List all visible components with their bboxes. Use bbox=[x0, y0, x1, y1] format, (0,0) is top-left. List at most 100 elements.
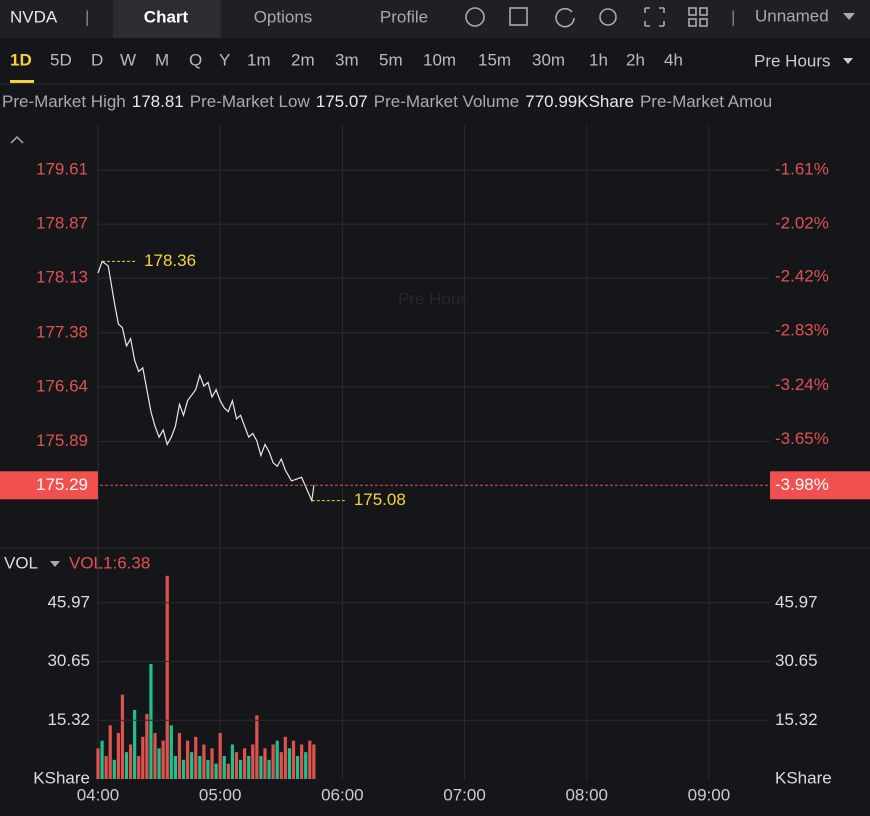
stat-label: Pre-Market Amou bbox=[640, 92, 772, 111]
volume-bar bbox=[308, 740, 312, 779]
timeframe[interactable]: 2m bbox=[291, 50, 315, 69]
volume-bar bbox=[243, 748, 247, 779]
timeframe[interactable]: 1D bbox=[10, 50, 32, 69]
volume-bar bbox=[238, 759, 243, 779]
volume-bar bbox=[259, 756, 263, 779]
volume-bar bbox=[295, 756, 300, 779]
volume-bar bbox=[304, 752, 308, 779]
volume-bar bbox=[218, 733, 222, 779]
y-tick-label: 176.64 bbox=[36, 376, 88, 395]
active-tab-bg bbox=[113, 0, 221, 38]
y-tick-label: 179.61 bbox=[36, 160, 88, 179]
volume-bar bbox=[263, 748, 267, 779]
price-line bbox=[97, 260, 315, 503]
volume-bar bbox=[251, 744, 255, 779]
x-tick-label: 04:00 bbox=[77, 785, 120, 804]
dropdown-arrow[interactable] bbox=[843, 13, 855, 20]
plot: 04:00 05:00 06:00 07:00 08:00 09:00 175.89 176.… bbox=[0, 125, 870, 804]
x-tick-label: 09:00 bbox=[688, 785, 731, 804]
y-tick-label: 45.97 bbox=[47, 592, 90, 611]
y2-tick-label: 30.65 bbox=[775, 651, 818, 670]
stats-line: Pre-Market High 178.81 Pre-Market Low 175.0… bbox=[2, 92, 772, 111]
y2-tick-label: -3.24% bbox=[775, 375, 829, 394]
volume-bar bbox=[194, 736, 198, 779]
icon[interactable] bbox=[509, 7, 528, 26]
volume-bar bbox=[247, 756, 251, 779]
last-change-label: -3.98% bbox=[775, 475, 829, 494]
stat-label: Pre-Market High bbox=[2, 92, 126, 111]
timeframe[interactable]: M bbox=[155, 50, 169, 69]
tab[interactable]: Chart bbox=[144, 7, 189, 26]
volume-bar bbox=[222, 756, 226, 779]
vol-title[interactable]: VOL bbox=[4, 553, 38, 572]
timeframe[interactable]: 4h bbox=[664, 50, 683, 69]
volume-bar bbox=[300, 744, 304, 779]
icon[interactable] bbox=[644, 7, 665, 27]
volume-bar bbox=[100, 740, 104, 779]
symbol[interactable]: NVDA bbox=[10, 7, 58, 26]
x-tick-label: 05:00 bbox=[199, 785, 242, 804]
icon bbox=[699, 18, 708, 27]
volume-bar bbox=[177, 733, 182, 779]
y-tick-label: 175.89 bbox=[36, 431, 88, 450]
timeframe[interactable]: D bbox=[91, 50, 103, 69]
dropdown-arrow[interactable] bbox=[50, 561, 60, 567]
y-tick-label: 178.13 bbox=[36, 268, 88, 287]
volume-bar bbox=[153, 733, 157, 779]
stat-value: 770.99KShare bbox=[525, 92, 634, 111]
volume-bar bbox=[234, 752, 239, 779]
timeframe[interactable]: 3m bbox=[335, 50, 359, 69]
timeframe[interactable]: 5D bbox=[50, 50, 72, 69]
timeframe[interactable]: Q bbox=[189, 50, 202, 69]
volume-bar bbox=[173, 756, 177, 779]
tab[interactable]: Profile bbox=[380, 7, 428, 26]
dropdown-arrow[interactable] bbox=[843, 58, 853, 64]
volume-bar bbox=[181, 759, 186, 779]
volume-bar bbox=[287, 748, 292, 779]
collapse-icon[interactable] bbox=[10, 135, 24, 144]
icon[interactable] bbox=[599, 8, 617, 26]
stats-text: Pre-Market High 178.81 Pre-Market Low 175.0… bbox=[2, 92, 772, 111]
timeframe[interactable]: 30m bbox=[532, 50, 565, 69]
toolbar-icons bbox=[465, 7, 708, 28]
volume-bar bbox=[133, 710, 137, 779]
timeframe[interactable]: 1m bbox=[247, 50, 271, 69]
volume-bar bbox=[214, 763, 218, 779]
timeframe[interactable]: 10m bbox=[423, 50, 456, 69]
y-tick-label: KShare bbox=[33, 768, 90, 787]
volume-bar bbox=[283, 736, 287, 779]
volume-bar bbox=[141, 736, 145, 779]
icon bbox=[688, 18, 697, 27]
watermark: Pre Hour bbox=[398, 289, 466, 308]
volume-bar bbox=[104, 756, 108, 779]
divider: | bbox=[731, 7, 735, 26]
timeframe[interactable]: 5m bbox=[379, 50, 403, 69]
vol-indicator: VOL1:6.38 bbox=[69, 553, 150, 572]
volume-bar bbox=[190, 752, 194, 779]
y2-tick-label: -2.42% bbox=[775, 267, 829, 286]
timeframe[interactable]: 15m bbox=[478, 50, 511, 69]
volume-bar bbox=[149, 664, 153, 779]
y-tick-label: 30.65 bbox=[47, 651, 90, 670]
timeframe[interactable]: 1h bbox=[589, 50, 608, 69]
icon[interactable] bbox=[688, 7, 697, 16]
y2-tick-label: -2.83% bbox=[775, 321, 829, 340]
timeframe[interactable]: W bbox=[120, 50, 136, 69]
divider: | bbox=[85, 7, 89, 26]
tab[interactable]: Options bbox=[254, 7, 313, 26]
session[interactable]: Pre Hours bbox=[754, 51, 831, 70]
volume-bar bbox=[128, 744, 133, 779]
y2-tick-label: -3.65% bbox=[775, 429, 829, 448]
icon[interactable] bbox=[465, 7, 485, 27]
stat-value: 175.07 bbox=[316, 92, 368, 111]
x-tick-label: 07:00 bbox=[443, 785, 486, 804]
last-change-box bbox=[770, 471, 870, 500]
y2-tick-label: 45.97 bbox=[775, 592, 818, 611]
volume-bar bbox=[275, 740, 279, 779]
timeframe[interactable]: 2h bbox=[626, 50, 645, 69]
layout-name[interactable]: Unnamed bbox=[755, 6, 829, 25]
volume-bar bbox=[120, 694, 125, 779]
timeframe[interactable]: Y bbox=[219, 50, 230, 69]
icon[interactable] bbox=[555, 7, 575, 28]
stat-label: Pre-Market Volume bbox=[374, 92, 520, 111]
